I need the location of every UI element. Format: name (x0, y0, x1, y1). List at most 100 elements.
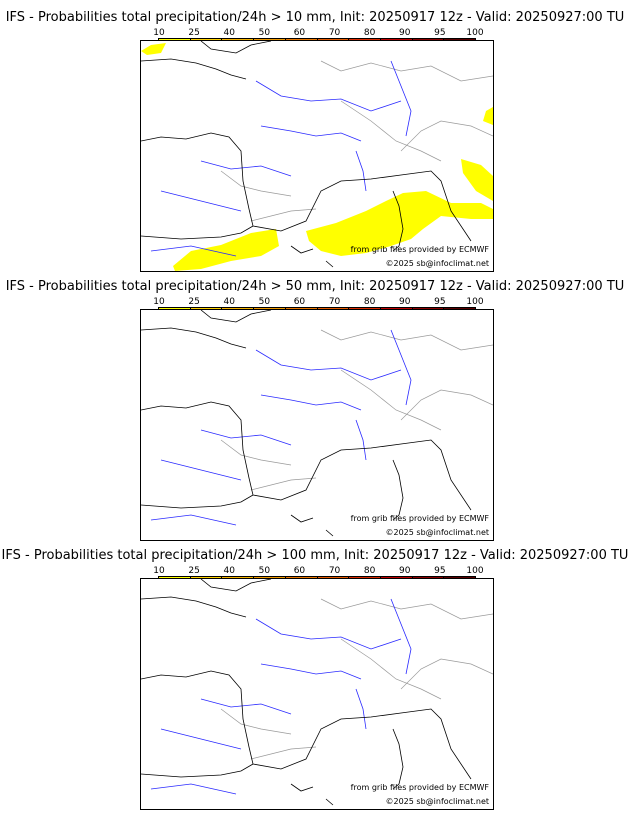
legend-tick-label: 100 (466, 297, 484, 307)
legend-tick-label: 70 (328, 566, 341, 576)
river-line (160, 190, 242, 212)
coastline (200, 310, 272, 323)
legend-tick-label: 25 (188, 297, 200, 307)
coastline (200, 41, 272, 54)
region-border (400, 389, 493, 421)
region-border (400, 120, 493, 152)
copyright-credit: ©2025 sb@infoclimat.net (385, 528, 490, 537)
legend-tick-label: 90 (399, 566, 411, 576)
river-line (355, 688, 367, 730)
legend-tick-label: 100 (466, 566, 484, 576)
precip-probability-area (141, 43, 166, 55)
coastline (392, 728, 404, 790)
river-line (200, 429, 292, 446)
region-border (220, 708, 292, 735)
legend-tick-label: 50 (258, 566, 271, 576)
legend-tick-label: 40 (223, 566, 235, 576)
coastline (141, 327, 247, 349)
precip-probability-area (173, 229, 279, 271)
legend-tick-label: 10 (153, 28, 165, 38)
river-line (260, 663, 362, 680)
source-credit: from grib files provided by ECMWF (350, 514, 489, 523)
region-border (400, 658, 493, 690)
region-border (340, 100, 442, 162)
legend-tick-label: 80 (363, 28, 376, 38)
panel-title: IFS - Probabilities total precipitation/… (1, 548, 629, 563)
precip-probability-area (461, 159, 493, 201)
legend-tick-label: 50 (258, 28, 271, 38)
panel-title: IFS - Probabilities total precipitation/… (5, 279, 625, 294)
coastline (392, 459, 404, 521)
legend-tick-label: 40 (223, 297, 235, 307)
river-line (160, 728, 242, 750)
river-line (255, 349, 402, 381)
region-border (320, 598, 493, 620)
coastline (290, 245, 334, 268)
region-border (320, 60, 493, 82)
coastline (141, 401, 254, 509)
legend-ticks: 10 25 40 50 60 70 80 90 95 100 (153, 28, 483, 38)
coastline (141, 596, 247, 618)
legend-tick-label: 60 (293, 297, 306, 307)
source-credit: from grib files provided by ECMWF (350, 245, 489, 254)
legend-tick-label: 50 (258, 297, 271, 307)
copyright-credit: ©2025 sb@infoclimat.net (385, 797, 490, 806)
river-line (150, 514, 237, 526)
map-panel-10mm: IFS - Probabilities total precipitation/… (0, 10, 630, 278)
legend-tick-label: 90 (399, 297, 411, 307)
legend-ticks: 10 25 40 50 60 70 80 90 95 100 (153, 297, 483, 307)
river-line (160, 459, 242, 481)
legend-tick-label: 100 (466, 28, 484, 38)
map-panel-50mm: IFS - Probabilities total precipitation/… (0, 279, 630, 547)
copyright-credit: ©2025 sb@infoclimat.net (385, 259, 490, 268)
region-border (220, 170, 292, 197)
river-line (255, 80, 402, 112)
region-border (340, 369, 442, 431)
region-border (320, 329, 493, 351)
legend-tick-label: 10 (153, 566, 165, 576)
coastline (290, 514, 334, 537)
river-line (200, 698, 292, 715)
river-line (150, 245, 237, 257)
legend-tick-label: 25 (188, 28, 200, 38)
coastline (290, 783, 334, 806)
region-border (340, 638, 442, 700)
europe-map: from grib files provided by ECMWF ©2025 … (140, 309, 494, 541)
river-line (260, 125, 362, 142)
coastline (392, 190, 404, 252)
legend-tick-label: 60 (293, 566, 306, 576)
coastline (141, 670, 254, 778)
legend-tick-label: 40 (223, 28, 235, 38)
precip-probability-area (306, 191, 493, 256)
legend-ticks: 10 25 40 50 60 70 80 90 95 100 (153, 566, 483, 576)
coastline (252, 170, 472, 242)
legend-tick-label: 95 (434, 28, 446, 38)
legend-tick-label: 70 (328, 297, 341, 307)
region-border (250, 477, 317, 491)
legend-tick-label: 70 (328, 28, 341, 38)
coastline (200, 579, 272, 592)
river-line (355, 419, 367, 461)
legend-tick-label: 80 (363, 297, 376, 307)
river-line (255, 618, 402, 650)
region-border (250, 746, 317, 760)
region-border (250, 208, 317, 222)
coastline (141, 58, 247, 80)
river-line (390, 329, 412, 406)
europe-map: from grib files provided by ECMWF ©2025 … (140, 578, 494, 810)
europe-map: from grib files provided by ECMWF ©2025 … (140, 40, 494, 272)
panel-title: IFS - Probabilities total precipitation/… (5, 10, 625, 25)
legend-tick-label: 10 (153, 297, 165, 307)
river-line (390, 60, 412, 137)
legend-tick-label: 95 (434, 566, 446, 576)
map-panel-100mm: IFS - Probabilities total precipitation/… (0, 548, 630, 816)
river-line (200, 160, 292, 177)
legend-tick-label: 95 (434, 297, 446, 307)
coastline (141, 132, 254, 240)
river-line (390, 598, 412, 675)
river-line (260, 394, 362, 411)
region-border (220, 439, 292, 466)
coastline (252, 439, 472, 511)
legend-tick-label: 80 (363, 566, 376, 576)
legend-tick-label: 90 (399, 28, 411, 38)
